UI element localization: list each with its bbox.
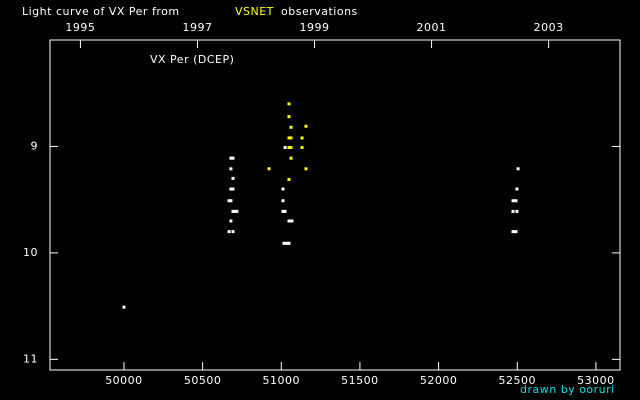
data-point [289, 156, 293, 160]
data-point [229, 187, 233, 191]
data-point [229, 219, 233, 223]
y-tick-label: 11 [23, 352, 38, 365]
data-point [287, 219, 291, 223]
data-point [267, 167, 271, 171]
data-point [511, 209, 515, 213]
annotation: VX Per (DCEP) [150, 53, 234, 66]
data-point [227, 199, 231, 203]
data-point [283, 209, 287, 213]
x-tick-label: 50000 [105, 374, 143, 387]
plot-frame [49, 39, 621, 371]
data-point [514, 199, 518, 203]
data-point [235, 209, 239, 213]
data-point [289, 125, 293, 129]
data-point [282, 241, 286, 245]
credit: drawn by ooruri [520, 383, 615, 396]
data-point [231, 209, 235, 213]
chart-title-highlight: VSNET [235, 5, 274, 18]
data-point [289, 136, 293, 140]
x2-tick-label: 1999 [300, 21, 330, 34]
data-point [231, 176, 235, 180]
data-point [289, 146, 293, 150]
x-tick-label: 52000 [420, 374, 458, 387]
data-point [281, 199, 285, 203]
data-point [287, 177, 291, 181]
data-point [229, 156, 233, 160]
data-point [231, 187, 235, 191]
data-point [227, 230, 231, 234]
x-tick-label: 50500 [184, 374, 222, 387]
x2-tick-label: 1997 [182, 21, 212, 34]
data-point [515, 187, 519, 191]
data-point [290, 219, 294, 223]
data-point [122, 305, 126, 309]
data-point [229, 167, 233, 171]
x2-tick-label: 1995 [65, 21, 95, 34]
x-tick-label: 52500 [499, 374, 537, 387]
data-point [285, 241, 289, 245]
x-tick-label: 53000 [577, 374, 615, 387]
data-point [511, 230, 515, 234]
data-point [300, 146, 304, 150]
data-point [300, 136, 304, 140]
data-point [231, 156, 235, 160]
y-tick-label: 10 [23, 246, 38, 259]
data-point [304, 167, 308, 171]
chart-title-end: observations [281, 5, 358, 18]
x-tick-label: 51000 [263, 374, 301, 387]
data-point [287, 241, 291, 245]
x2-tick-label: 2001 [417, 21, 447, 34]
data-point [516, 167, 520, 171]
chart-title: Light curve of VX Per from [22, 5, 180, 18]
x-tick-label: 51500 [341, 374, 379, 387]
data-point [514, 230, 518, 234]
data-point [287, 102, 291, 106]
data-point [511, 199, 515, 203]
data-point [229, 199, 233, 203]
data-point [304, 124, 308, 128]
data-point [231, 230, 235, 234]
data-point [233, 209, 237, 213]
data-point [287, 136, 291, 140]
data-point [283, 146, 287, 150]
y-tick-label: 9 [31, 139, 39, 152]
data-point [287, 115, 291, 119]
data-point [515, 209, 519, 213]
x2-tick-label: 2003 [534, 21, 564, 34]
data-point [287, 146, 291, 150]
data-point [281, 187, 285, 191]
data-point [281, 209, 285, 213]
